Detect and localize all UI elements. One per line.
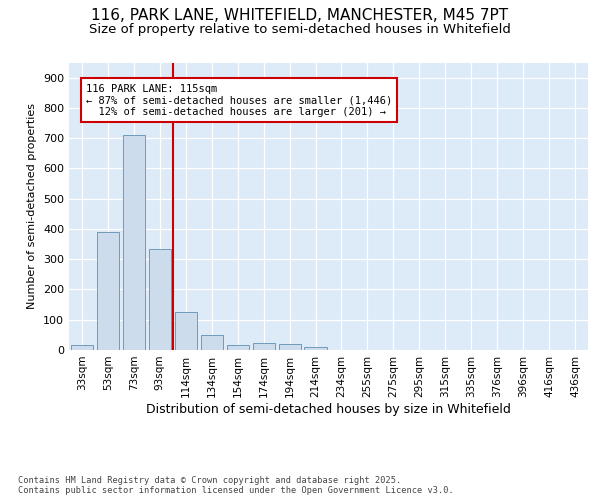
Bar (227, 345, 249, 350)
Bar (71, 345, 93, 350)
Text: Size of property relative to semi-detached houses in Whitefield: Size of property relative to semi-detach… (89, 22, 511, 36)
Bar (97, 232, 119, 350)
X-axis label: Distribution of semi-detached houses by size in Whitefield: Distribution of semi-detached houses by … (146, 402, 511, 415)
Bar (304, 347, 326, 350)
Bar (123, 135, 145, 350)
Bar (149, 248, 171, 350)
Bar (278, 344, 301, 350)
Bar (175, 312, 197, 350)
Bar (200, 335, 223, 350)
Text: 116 PARK LANE: 115sqm
← 87% of semi-detached houses are smaller (1,446)
  12% of: 116 PARK LANE: 115sqm ← 87% of semi-deta… (86, 84, 392, 117)
Text: 116, PARK LANE, WHITEFIELD, MANCHESTER, M45 7PT: 116, PARK LANE, WHITEFIELD, MANCHESTER, … (91, 8, 509, 22)
Text: Contains HM Land Registry data © Crown copyright and database right 2025.
Contai: Contains HM Land Registry data © Crown c… (18, 476, 454, 495)
Y-axis label: Number of semi-detached properties: Number of semi-detached properties (28, 104, 37, 309)
Bar (253, 344, 275, 350)
